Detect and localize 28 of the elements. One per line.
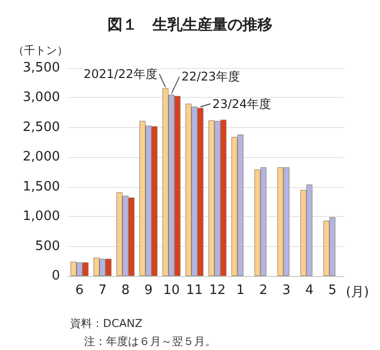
y-tick-label: 1,000 [22,209,60,224]
x-tick-label: 10 [163,283,180,298]
x-axis-title: (月) [346,285,370,300]
x-tick-label: 7 [98,283,107,298]
text: 注：年度は６月～翌５月。 [84,335,216,348]
y-axis-title: （千トン） [13,44,68,57]
y-tick-label: 3,500 [22,60,60,76]
y-tick-label: 0 [52,268,60,284]
x-tick-label: 11 [186,283,203,298]
x-tick-label: 3 [282,283,291,298]
x-tick-label: 12 [209,283,226,298]
x-tick-label: 4 [305,283,314,298]
series-label: 2021/22年度 [84,67,158,82]
text: 資料：DCANZ [70,317,143,330]
series-label: 23/24年度 [212,96,272,111]
y-tick-label: 3,000 [22,90,60,106]
y-tick-label: 500 [35,238,60,254]
y-tick-label: 1,500 [22,179,60,194]
x-tick-label: 6 [75,283,84,298]
x-tick-label: 1 [236,283,245,298]
x-tick-label: 9 [144,283,153,298]
x-tick-label: 2 [259,283,268,298]
series-label: 22/23年度 [181,70,240,84]
y-tick-label: 2,000 [22,150,60,165]
chart-title: 図１ 生乳生産量の推移 [108,16,272,34]
x-tick-label: 5 [328,283,337,298]
x-tick-label: 8 [121,283,130,298]
y-tick-label: 2,500 [22,120,60,135]
